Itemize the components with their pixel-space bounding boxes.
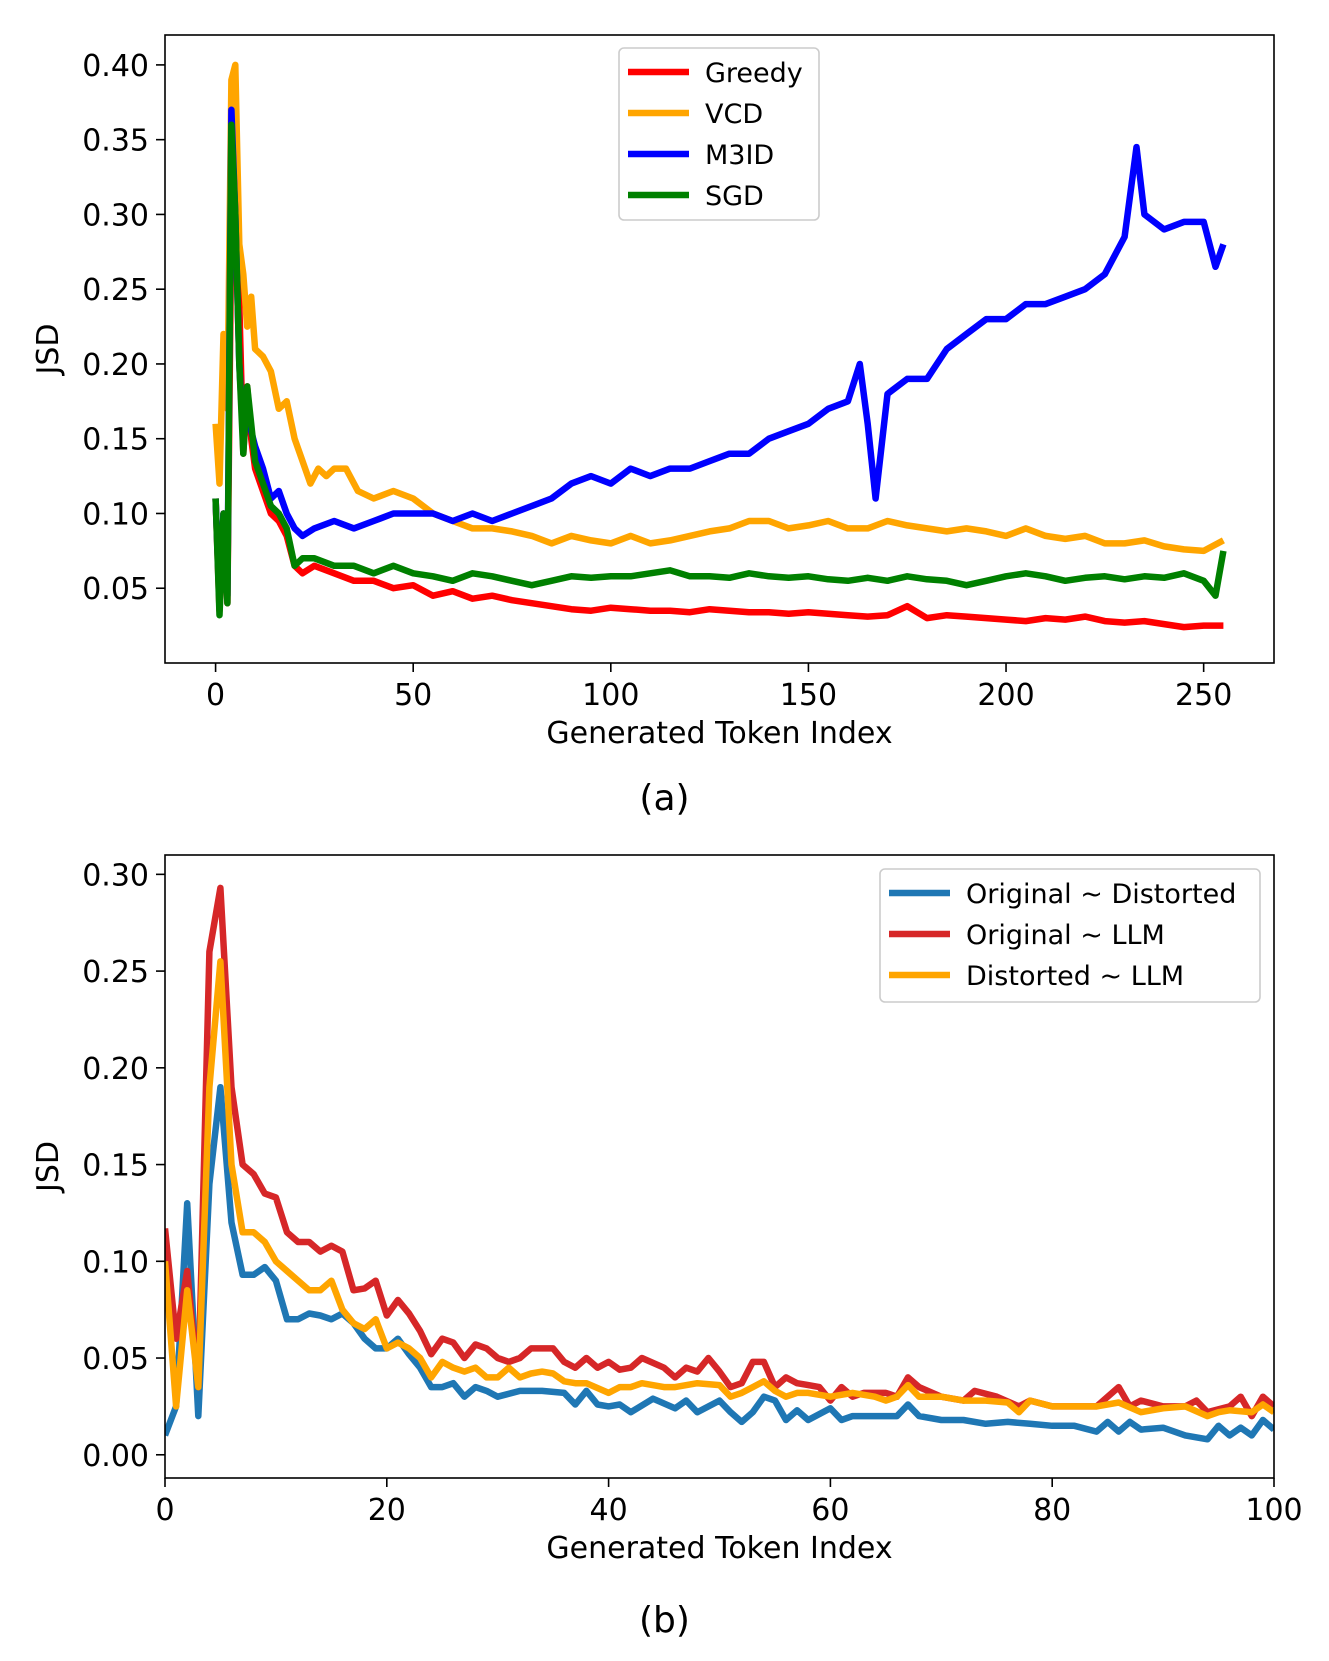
x-axis-label: Generated Token Index [546, 716, 892, 751]
series-line-sgd [212, 121, 1227, 619]
y-tick-label: 0.20 [82, 348, 149, 383]
y-tick-label: 0.15 [82, 1149, 149, 1184]
legend: Greedy VCD M3ID SGD [618, 47, 820, 221]
x-tick-label: 60 [811, 1493, 849, 1528]
plot-area [212, 61, 1227, 631]
plot-area [165, 884, 1274, 1443]
x-tick-label: 0 [206, 678, 225, 713]
y-tick-label: 0.35 [82, 124, 149, 159]
x-tick-label: 50 [394, 678, 432, 713]
legend-frame [618, 47, 820, 221]
figure-b: 0 20 40 60 80 100 0.00 0.05 0.10 0.15 0.20 0.25 0.30… [0, 830, 1329, 1661]
chart-a-svg: 0 50 100 150 200 250 0.05 0.10 0.15 0.20 0.25 0.30 0… [31, 34, 1275, 751]
y-tick-label: 0.05 [82, 572, 149, 607]
figure-a: 0 50 100 150 200 250 0.05 0.10 0.15 0.20 0.25 0.30 0… [0, 0, 1329, 830]
x-tick-label: 100 [1245, 1493, 1302, 1528]
caption-b: (b) [639, 1600, 690, 1641]
legend-label: Greedy [705, 58, 803, 89]
series-line-vcd [212, 61, 1225, 555]
legend-label: Distorted ~ LLM [966, 961, 1184, 992]
legend-label: SGD [705, 181, 764, 212]
series-line-m3id [212, 106, 1227, 607]
x-axis-label: Generated Token Index [546, 1531, 892, 1566]
legend-label: M3ID [705, 140, 774, 171]
x-tick-label: 150 [780, 678, 837, 713]
axes-frame [164, 34, 1275, 664]
y-tick-label: 0.15 [82, 423, 149, 458]
legend-frame [879, 868, 1261, 1003]
y-tick-label: 0.20 [82, 1052, 149, 1087]
legend-label: Original ~ LLM [966, 920, 1165, 951]
legend: Original ~ Distorted Original ~ LLM Distor… [879, 868, 1261, 1003]
chart-b-svg: 0 20 40 60 80 100 0.00 0.05 0.10 0.15 0.20 0.25 0.30… [31, 854, 1303, 1566]
y-tick-label: 0.10 [82, 1245, 149, 1280]
y-tick-label: 0.30 [82, 198, 149, 233]
x-tick-label: 40 [590, 1493, 628, 1528]
y-axis-label: JSD [31, 1141, 66, 1194]
y-tick-label: 0.40 [82, 49, 149, 84]
series-line-original-distorted [165, 1083, 1274, 1443]
caption-a: (a) [639, 778, 690, 819]
legend-label: VCD [705, 99, 763, 130]
x-tick-label: 200 [977, 678, 1034, 713]
y-axis-label: JSD [31, 324, 66, 377]
y-tick-label: 0.10 [82, 497, 149, 532]
x-tick-label: 0 [155, 1493, 174, 1528]
legend-label: Original ~ Distorted [966, 879, 1236, 910]
x-tick-label: 20 [368, 1493, 406, 1528]
axes-frame [164, 854, 1275, 1479]
x-tick-label: 80 [1033, 1493, 1071, 1528]
x-tick-label: 250 [1175, 678, 1232, 713]
y-tick-label: 0.05 [82, 1342, 149, 1377]
series-line-distorted-llm [165, 958, 1274, 1420]
y-tick-label: 0.30 [82, 858, 149, 893]
y-tick-label: 0.00 [82, 1439, 149, 1474]
y-tick-label: 0.25 [82, 955, 149, 990]
x-tick-label: 100 [582, 678, 639, 713]
y-tick-label: 0.25 [82, 273, 149, 308]
